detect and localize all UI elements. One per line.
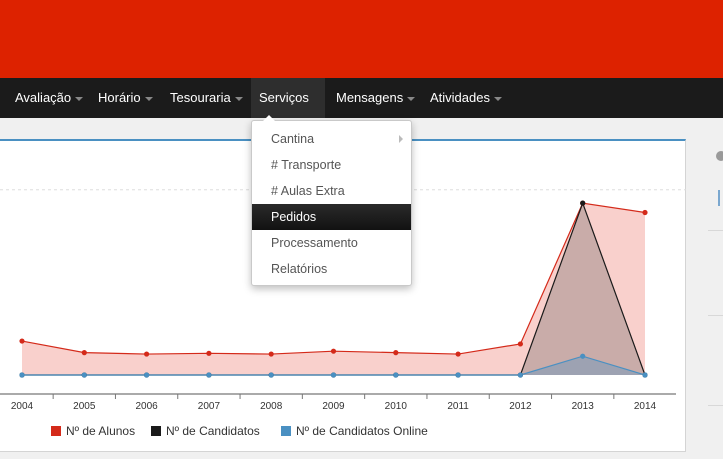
x-tick-label-2012: 2012: [509, 401, 532, 412]
legend-item-candidatos[interactable]: Nº de Candidatos: [151, 423, 260, 439]
data-point-n-de-candidatos-online-2010: [393, 372, 399, 378]
data-point-n-de-candidatos-online-2014: [642, 372, 648, 378]
data-point-n-de-alunos-2007: [206, 350, 212, 356]
x-tick-label-2007: 2007: [198, 401, 221, 412]
nav-item-avaliacao[interactable]: Avaliação: [7, 78, 91, 118]
data-point-n-de-alunos-2005: [81, 350, 87, 356]
data-point-n-de-alunos-2008: [268, 351, 274, 357]
data-point-n-de-candidatos-online-2008: [268, 372, 274, 378]
data-point-n-de-candidatos-online-2013: [580, 353, 586, 359]
nav-item-label: Tesouraria: [170, 90, 231, 105]
legend-swatch: [51, 426, 61, 436]
x-tick-label-2014: 2014: [634, 401, 657, 412]
menu-item-aulas-extra[interactable]: # Aulas Extra: [252, 178, 411, 204]
caret-down-icon: [493, 96, 502, 101]
menu-item-label: # Transporte: [271, 158, 342, 172]
data-point-n-de-candidatos-2013: [580, 200, 586, 206]
right-sidebar-strip: [698, 139, 723, 459]
info-icon[interactable]: [716, 151, 723, 161]
data-point-n-de-candidatos-online-2007: [206, 372, 212, 378]
menu-item-label: Pedidos: [271, 210, 317, 224]
data-point-n-de-alunos-2014: [642, 209, 648, 216]
servicos-dropdown-menu: Cantina # Transporte # Aulas Extra Pedid…: [251, 115, 412, 286]
sidebar-divider: [708, 315, 723, 316]
data-point-n-de-candidatos-online-2011: [455, 372, 461, 378]
x-tick-label-2010: 2010: [385, 401, 408, 412]
menu-item-label: Relatórios: [271, 262, 328, 276]
nav-item-label: Horário: [98, 90, 141, 105]
data-point-n-de-alunos-2006: [144, 351, 150, 357]
nav-item-mensagens[interactable]: Mensagens: [328, 78, 423, 118]
legend-item-candidatos-online[interactable]: Nº de Candidatos Online: [281, 423, 428, 439]
legend-swatch: [281, 426, 291, 436]
menu-item-transporte[interactable]: # Transporte: [252, 152, 411, 178]
nav-item-label: Serviços: [259, 90, 309, 105]
legend-item-alunos[interactable]: Nº de Alunos: [51, 423, 135, 439]
nav-item-horario[interactable]: Horário: [90, 78, 161, 118]
nav-item-label: Mensagens: [336, 90, 404, 105]
x-tick-label-2009: 2009: [322, 401, 345, 412]
caret-down-icon: [75, 96, 84, 101]
menu-item-processamento[interactable]: Processamento: [252, 230, 411, 256]
menu-item-label: Cantina: [271, 132, 315, 146]
caret-down-icon: [234, 96, 243, 101]
x-tick-label-2008: 2008: [260, 401, 283, 412]
data-point-n-de-candidatos-online-2012: [517, 372, 524, 378]
caret-down-icon: [144, 96, 153, 101]
menu-item-relatorios[interactable]: Relatórios: [252, 256, 411, 282]
menu-item-cantina[interactable]: Cantina: [252, 126, 411, 152]
header-band: [0, 0, 723, 78]
sidebar-divider: [708, 230, 723, 231]
x-tick-label-2011: 2011: [447, 401, 469, 412]
legend-label: Nº de Alunos: [66, 424, 136, 438]
x-tick-label-2004: 2004: [11, 401, 34, 412]
nav-item-label: Atividades: [430, 90, 490, 105]
caret-down-icon: [407, 96, 416, 101]
data-point-n-de-alunos-2011: [455, 351, 461, 357]
data-point-n-de-candidatos-online-2005: [81, 372, 87, 378]
legend-swatch: [151, 426, 161, 436]
x-tick-label-2006: 2006: [135, 401, 158, 412]
nav-item-label: Avaliação: [15, 90, 72, 105]
main-navbar: Avaliação Horário Tesouraria Serviços Me…: [0, 78, 723, 141]
nav-item-atividades[interactable]: Atividades: [422, 78, 510, 118]
sidebar-divider: [708, 405, 723, 406]
x-tick-label-2005: 2005: [73, 401, 96, 412]
data-point-n-de-alunos-2010: [393, 350, 399, 356]
nav-item-tesouraria[interactable]: Tesouraria: [162, 78, 251, 118]
menu-item-pedidos[interactable]: Pedidos: [252, 204, 411, 230]
data-point-n-de-candidatos-online-2004: [19, 372, 25, 378]
legend-label: Nº de Candidatos: [166, 424, 260, 438]
menu-item-label: Processamento: [271, 236, 358, 250]
data-point-n-de-candidatos-online-2009: [330, 372, 337, 378]
submenu-arrow-icon: [399, 135, 403, 143]
x-tick-label-2013: 2013: [572, 401, 595, 412]
sidebar-widget-edge: [718, 190, 723, 206]
menu-item-label: # Aulas Extra: [271, 184, 345, 198]
students-chart: 2004 2005 2006 2007 2008 2009 2010 2011 2012 2013…: [0, 189, 686, 412]
data-point-n-de-alunos-2012: [517, 341, 524, 347]
data-point-n-de-candidatos-online-2006: [144, 372, 150, 378]
legend-label: Nº de Candidatos Online: [296, 424, 428, 438]
nav-item-servicos[interactable]: Serviços: [251, 78, 325, 141]
data-point-n-de-alunos-2004: [19, 338, 25, 344]
data-point-n-de-alunos-2009: [330, 348, 337, 354]
